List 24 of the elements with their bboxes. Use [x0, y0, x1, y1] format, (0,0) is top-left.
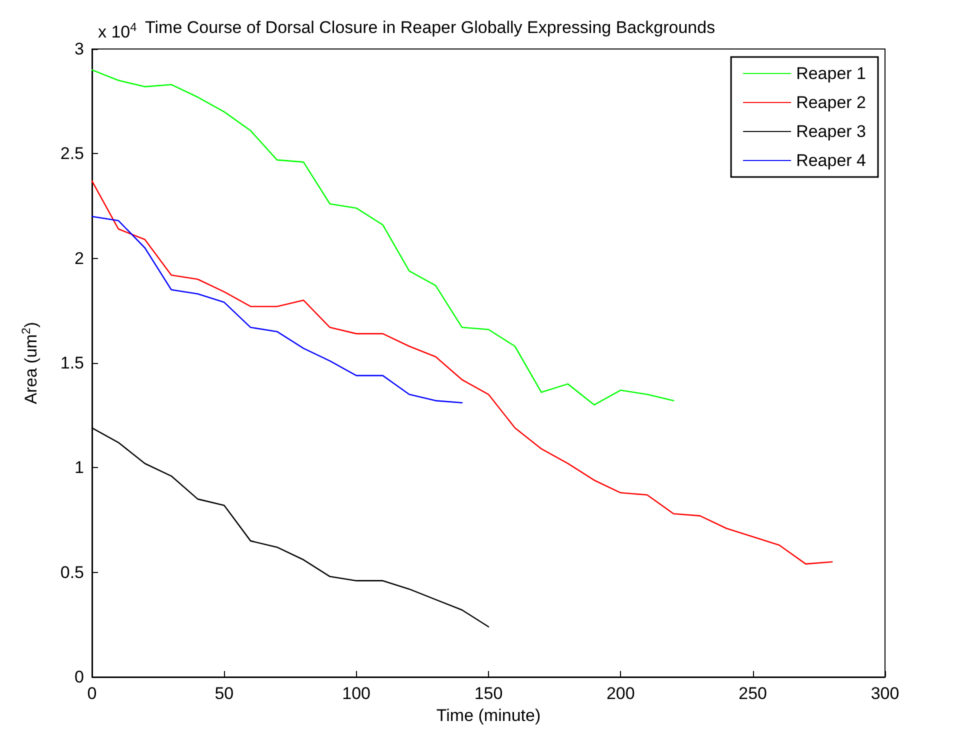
x-axis-title: Time (minute) — [436, 706, 541, 725]
x-tick-label: 200 — [606, 684, 635, 703]
line-series — [91, 180, 833, 565]
y-tick-label: 1 — [74, 458, 84, 478]
y-tick-label: 2.5 — [60, 144, 84, 164]
x-tick-label: 100 — [342, 684, 371, 703]
line-series — [91, 69, 674, 406]
y-tick-label: 0 — [74, 668, 84, 686]
y-tick-label: 2 — [74, 248, 84, 268]
x-tick-label: 0 — [87, 684, 97, 703]
y-tick-label: 1.5 — [60, 354, 84, 372]
chart-title: Time Course of Dorsal Closure in Reaper Globally Expressing Backgrounds — [145, 18, 716, 37]
x-tick-label: 300 — [870, 684, 900, 703]
line-series — [91, 216, 463, 404]
legend-label: Reaper 3 — [796, 122, 866, 141]
legend-label: Reaper 4 — [796, 151, 866, 170]
legend-label: Reaper 1 — [796, 64, 866, 83]
y-axis-title: Area (um2) — [18, 322, 40, 404]
x-tick-label: 50 — [214, 684, 234, 703]
legend-label: Reaper 2 — [796, 93, 866, 112]
x-tick-label: 150 — [474, 684, 503, 703]
y-tick-label: 0.5 — [60, 562, 84, 582]
x-tick-label: 250 — [738, 684, 768, 703]
y-tick-label: 3 — [74, 40, 84, 58]
